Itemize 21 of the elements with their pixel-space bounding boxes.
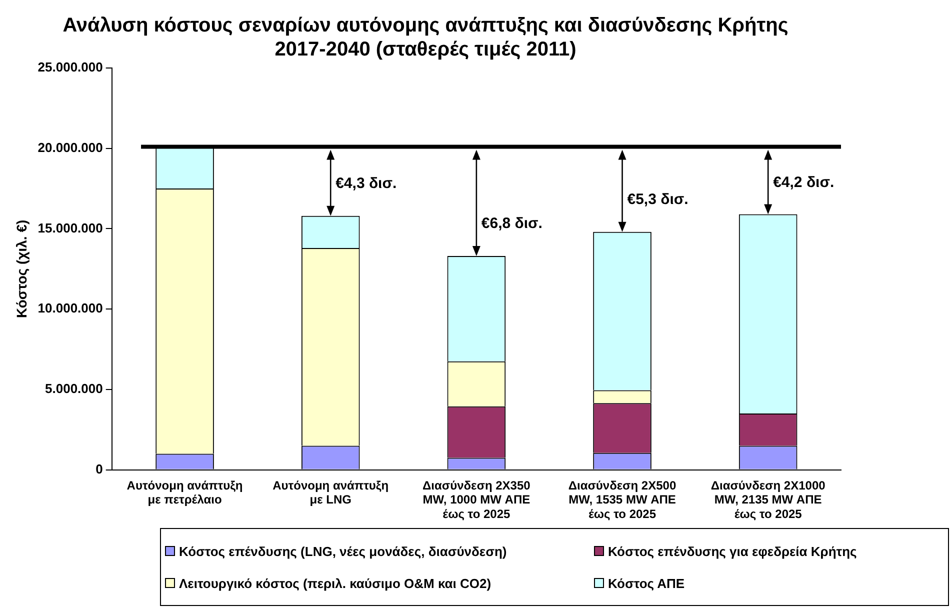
x-tick-label: Διασύνδεση 2Χ1000 MW, 2135 MW ΑΠΕ έως το 2025 — [710, 478, 826, 522]
legend-label: Κόστος ΑΠΕ — [608, 576, 685, 590]
annotation: €6,8 δισ. — [481, 215, 542, 232]
y-tick-label: 0 — [96, 461, 103, 476]
x-tick-label: Αυτόνομη ανάπτυξη με LNG — [272, 478, 389, 507]
y-tick-label: 20.000.000 — [38, 140, 103, 155]
legend-label: Κόστος επένδυσης για εφεδρεία Κρήτης — [608, 544, 857, 558]
legend-label: Λειτουργικό κόστος (περιλ. καύσιμο O&M και CO2) — [179, 576, 492, 590]
chart-title: Ανάλυση κόστους σεναρίων αυτόνομης ανάπτυξης και διασύνδεσης Κρήτης 2017-2040 (σταθερές τιμές 2011) — [62, 14, 788, 61]
y-axis-title: Κόστος (χιλ. €) — [13, 220, 30, 318]
x-tick-label: Διασύνδεση 2Χ500 MW, 1535 MW ΑΠΕ έως το 2025 — [568, 478, 676, 522]
x-tick-label: Διασύνδεση 2Χ350 MW, 1000 MW ΑΠΕ έως το 2025 — [422, 478, 531, 522]
x-tick-label: Αυτόνομη ανάπτυξη με πετρέλαιο — [126, 478, 243, 507]
annotation: €4,3 δισ. — [336, 174, 397, 192]
y-tick-label: 10.000.000 — [38, 300, 103, 316]
y-tick-label: 5.000.000 — [45, 381, 103, 396]
legend-label: Κόστος επένδυσης (LNG, νέες μονάδες, διασύνδεση) — [179, 544, 507, 558]
y-tick-label: 15.000.000 — [38, 220, 103, 236]
annotation: €5,3 δισ. — [627, 190, 688, 208]
annotation: €4,2 δισ. — [773, 174, 834, 192]
y-tick-label: 25.000.000 — [38, 60, 103, 75]
